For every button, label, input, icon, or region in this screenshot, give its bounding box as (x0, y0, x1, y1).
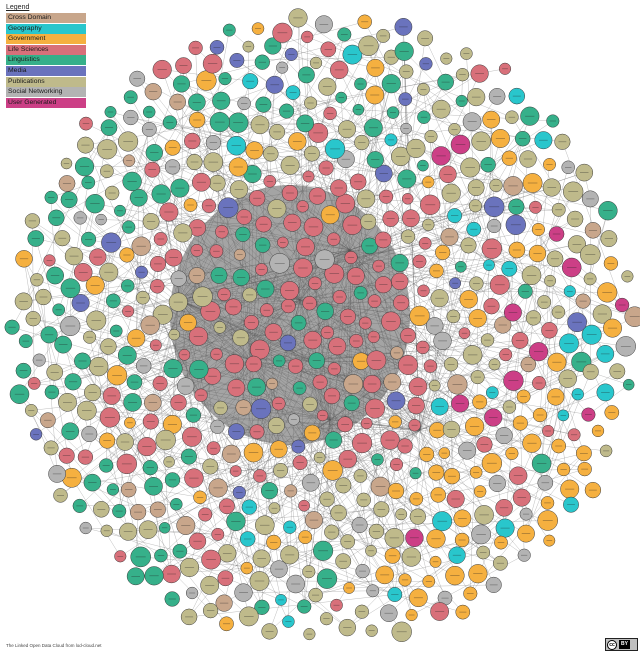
legend-item-government: Government (6, 34, 86, 45)
dataset-nodes (4, 8, 640, 642)
legend-item-cross-domain: Cross Domain (6, 13, 86, 23)
footer-credit: The Linked Open Data Cloud from lod-clou… (6, 643, 102, 648)
cc-by-label: BY (619, 640, 630, 649)
legend-item-linguistics: Linguistics (6, 55, 86, 66)
legend-item-life-sciences: Life Sciences (6, 44, 86, 55)
legend-item-user-generated: User Generated (6, 97, 86, 108)
legend-title: Legend (6, 4, 30, 11)
legend-item-publications: Publications (6, 76, 86, 87)
legend: Legend Cross Domain Geography Government… (6, 3, 86, 108)
cc-icon: cc (607, 639, 617, 650)
legend-item-social-networking: Social Networking (6, 87, 86, 98)
legend-item-media: Media (6, 65, 86, 76)
cc-license-badge[interactable]: cc BY (605, 638, 638, 651)
legend-item-geography: Geography (6, 23, 86, 34)
